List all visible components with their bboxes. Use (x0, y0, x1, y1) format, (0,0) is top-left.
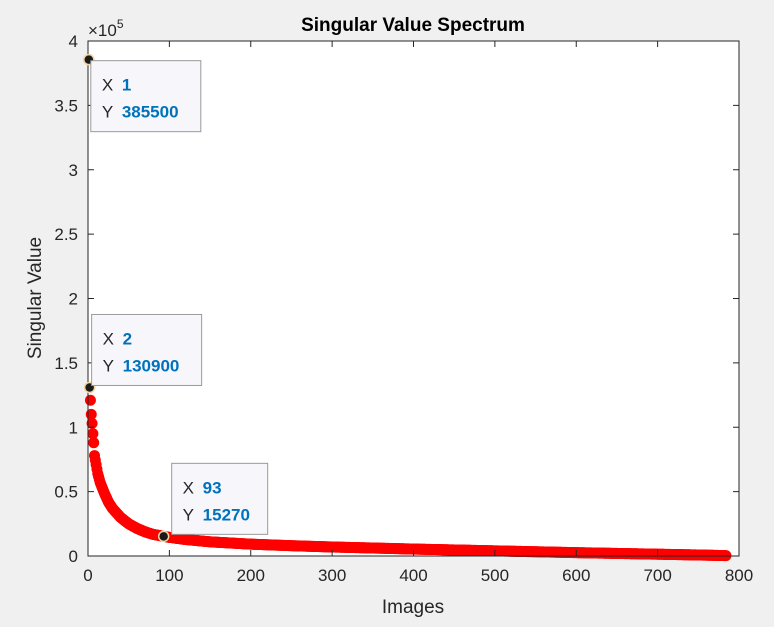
x-axis-label: Images (382, 597, 444, 618)
data-tip-y-value: 130900 (123, 356, 180, 375)
data-point (85, 408, 97, 420)
y-tick-label: 3 (69, 161, 78, 180)
data-tip-y-label: Y (183, 505, 194, 524)
data-tip-box: X 2Y 130900 (91, 313, 203, 386)
y-exponent-base: ×10 (88, 21, 117, 40)
data-point (88, 437, 100, 449)
data-tip-box: X 93 Y 15270 (171, 462, 269, 535)
data-tip-y-value: 15270 (203, 505, 250, 524)
data-tip-background (90, 60, 202, 133)
y-exponent-label: ×105 (88, 17, 124, 40)
data-tip-marker (157, 530, 170, 543)
data-tip-x-value: 1 (122, 76, 131, 95)
x-tick-label: 300 (318, 566, 346, 585)
data-tip-background (91, 313, 203, 386)
data-tip-y-label: Y (102, 103, 113, 122)
data-point (84, 394, 96, 406)
data-tip-x-value: 93 (203, 478, 222, 497)
x-tick-label: 100 (155, 566, 183, 585)
data-tip-x-value: 2 (123, 329, 132, 348)
data-tip-x-label: X (102, 76, 113, 95)
x-tick-label: 400 (399, 566, 427, 585)
data-tip-background (171, 462, 269, 535)
x-axis-ticks: 0 100 200 300 400 500 600 700 800 (83, 41, 753, 585)
data-tip-y-value: 385500 (122, 103, 179, 122)
y-tick-label: 3.5 (54, 96, 78, 115)
y-tick-label: 1 (69, 418, 78, 437)
x-tick-label: 600 (562, 566, 590, 585)
chart-title: Singular Value Spectrum (301, 15, 525, 36)
y-tick-label: 4 (69, 32, 78, 51)
data-tip-x-label: X (183, 478, 194, 497)
x-tick-label: 700 (643, 566, 671, 585)
y-tick-label: 0.5 (54, 483, 78, 502)
data-tip-box: X 1Y 385500 (90, 60, 202, 133)
data-tip-x-label: X (103, 329, 114, 348)
x-tick-label: 0 (83, 566, 92, 585)
y-tick-label: 0 (69, 547, 78, 566)
y-tick-label: 2.5 (54, 225, 78, 244)
data-point (87, 428, 99, 440)
data-points-group (83, 54, 732, 562)
y-tick-label: 1.5 (54, 354, 78, 373)
x-tick-label: 200 (237, 566, 265, 585)
y-axis-ticks: 0 0.5 1 1.5 2 2.5 3 3.5 4 (54, 32, 739, 566)
data-tip-y-label: Y (103, 356, 114, 375)
x-tick-label: 500 (481, 566, 509, 585)
y-exponent-power: 5 (117, 17, 124, 31)
x-tick-label: 800 (725, 566, 753, 585)
data-point (86, 417, 98, 429)
y-axis-label: Singular Value (25, 237, 46, 359)
y-tick-label: 2 (69, 290, 78, 309)
